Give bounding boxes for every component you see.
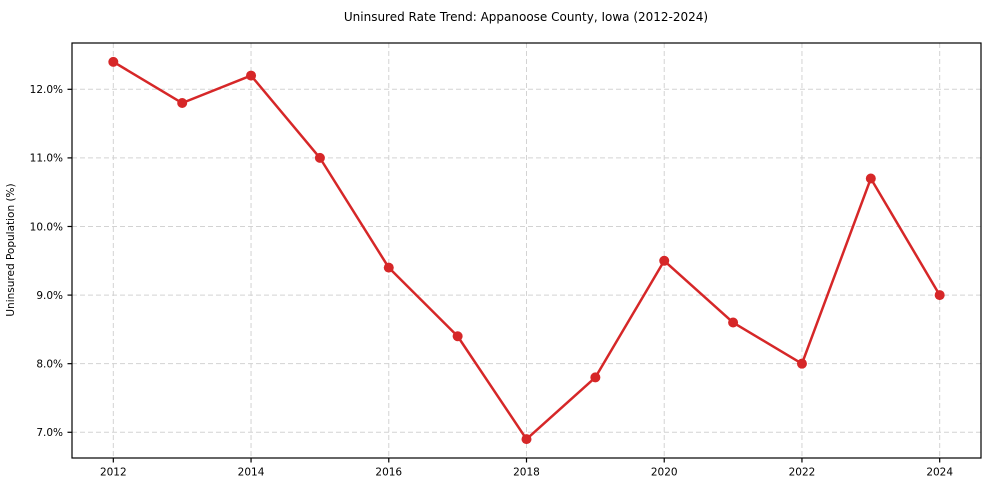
x-tick-label: 2022 [789, 467, 816, 479]
data-point [246, 70, 257, 81]
y-tick-label: 12.0% [30, 84, 63, 96]
chart-title: Uninsured Rate Trend: Appanoose County, … [344, 10, 708, 24]
x-tick-label: 2016 [375, 467, 402, 479]
y-tick-label: 9.0% [36, 290, 63, 302]
y-tick-label: 10.0% [30, 221, 63, 233]
x-tick-label: 2012 [100, 467, 127, 479]
x-tick-label: 2018 [513, 467, 540, 479]
y-axis-label: Uninsured Population (%) [5, 183, 17, 316]
data-point [521, 434, 532, 445]
x-tick-label: 2020 [651, 467, 678, 479]
data-point [728, 317, 739, 328]
data-point [314, 152, 325, 163]
x-axis-ticks: 2012 2014 2016 2018 2020 2022 2024 [100, 458, 953, 479]
data-point [383, 262, 394, 273]
data-point [865, 173, 876, 184]
data-point [659, 255, 670, 266]
data-point [452, 331, 463, 342]
data-point [934, 290, 945, 301]
data-point [796, 358, 807, 369]
x-tick-label: 2014 [238, 467, 265, 479]
y-axis-ticks: 7.0% 8.0% 9.0% 10.0% 11.0% 12.0% [30, 84, 72, 439]
data-point [177, 98, 188, 109]
gridlines [72, 43, 981, 458]
x-tick-label: 2024 [926, 467, 953, 479]
data-point [590, 372, 601, 383]
data-point [108, 56, 119, 67]
y-tick-label: 8.0% [36, 358, 63, 370]
y-tick-label: 11.0% [30, 153, 63, 165]
y-tick-label: 7.0% [36, 427, 63, 439]
line-series [108, 56, 945, 445]
